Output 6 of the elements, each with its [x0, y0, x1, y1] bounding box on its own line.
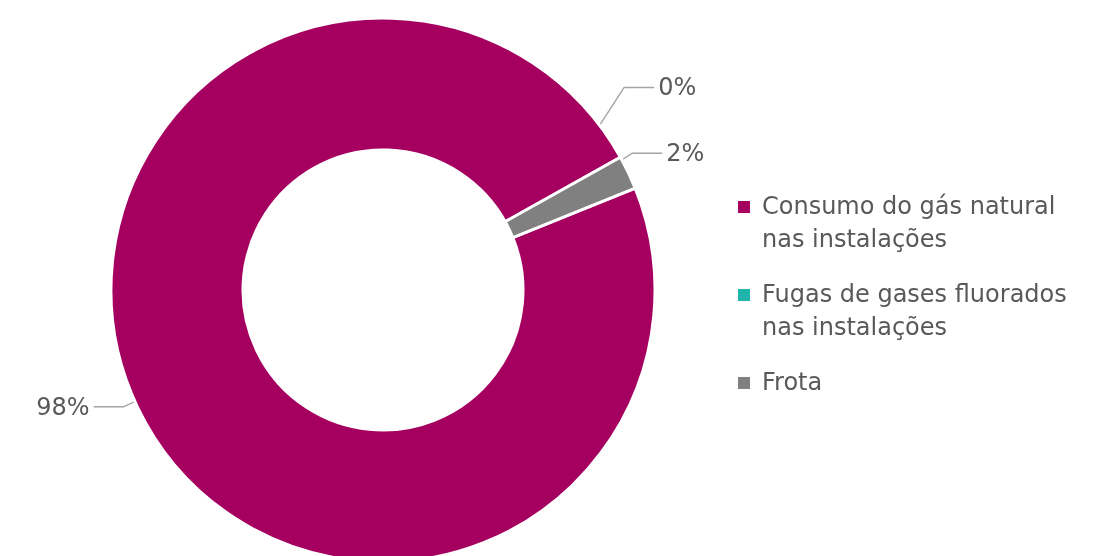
- legend-label: Consumo do gás natural nas instalações: [762, 191, 1057, 255]
- data-label: 2%: [666, 139, 705, 168]
- legend-label: Frota: [762, 367, 823, 398]
- legend-label: Fugas de gases fluorados nas instalações: [762, 279, 1068, 343]
- text: 0%: [658, 73, 697, 102]
- data-label: 98%: [36, 392, 90, 421]
